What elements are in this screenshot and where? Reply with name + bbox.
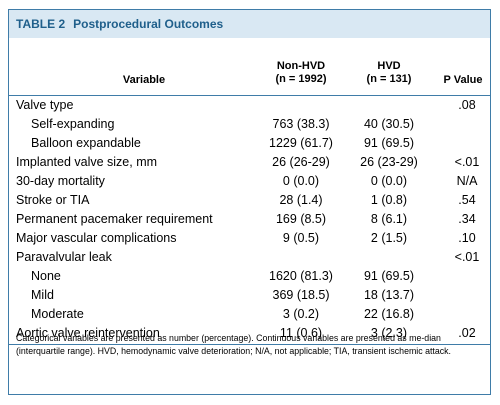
cell-p-value: .34 bbox=[458, 212, 476, 226]
cell-non-hvd: 369 (18.5) bbox=[272, 288, 330, 302]
cell-hvd: 2 (1.5) bbox=[370, 231, 408, 245]
table-row: None 1620 (81.3) 91 (69.5) bbox=[9, 267, 490, 286]
table-row: Mild 369 (18.5) 18 (13.7) bbox=[9, 286, 490, 305]
cell-non-hvd: 26 (26-29) bbox=[272, 155, 330, 169]
table-row: Aortic valve reintervention 11 (0.6) 3 (… bbox=[9, 324, 490, 343]
cell-variable: Aortic valve reintervention bbox=[16, 326, 160, 340]
cell-variable: Valve type bbox=[16, 98, 74, 112]
cell-hvd: 40 (30.5) bbox=[363, 117, 415, 131]
cell-non-hvd: 763 (38.3) bbox=[272, 117, 330, 131]
cell-variable: None bbox=[31, 269, 61, 283]
table-row: Valve type .08 bbox=[9, 96, 490, 115]
cell-p-value: N/A bbox=[456, 174, 478, 188]
table-title: Postprocedural Outcomes bbox=[73, 17, 224, 31]
cell-hvd: 1 (0.8) bbox=[370, 193, 408, 207]
table-row: Permanent pacemaker requirement 169 (8.5… bbox=[9, 210, 490, 229]
cell-variable: Stroke or TIA bbox=[16, 193, 90, 207]
header-non-hvd-label: Non-HVD bbox=[276, 60, 326, 72]
cell-variable: Mild bbox=[31, 288, 54, 302]
table-footnote: Categorical variables are presented as n… bbox=[16, 333, 451, 356]
cell-p-value: .10 bbox=[458, 231, 476, 245]
cell-hvd: 0 (0.0) bbox=[370, 174, 408, 188]
table-row: Stroke or TIA 28 (1.4) 1 (0.8) .54 bbox=[9, 191, 490, 210]
header-p-value: P Value bbox=[443, 74, 483, 86]
table-row: Implanted valve size, mm 26 (26-29) 26 (… bbox=[9, 153, 490, 172]
cell-hvd: 22 (16.8) bbox=[363, 307, 415, 321]
cell-variable: Moderate bbox=[31, 307, 84, 321]
cell-non-hvd: 0 (0.0) bbox=[282, 174, 320, 188]
cell-variable: Paravalvular leak bbox=[16, 250, 112, 264]
cell-variable: Self-expanding bbox=[31, 117, 115, 131]
header-non-hvd: Non-HVD (n = 1992) bbox=[261, 60, 341, 86]
cell-hvd: 26 (23-29) bbox=[360, 155, 418, 169]
header-hvd: HVD (n = 131) bbox=[354, 60, 424, 86]
cell-non-hvd: 3 (0.2) bbox=[282, 307, 320, 321]
table-row: Self-expanding 763 (38.3) 40 (30.5) bbox=[9, 115, 490, 134]
cell-non-hvd: 28 (1.4) bbox=[279, 193, 323, 207]
cell-p-value: .08 bbox=[458, 98, 476, 112]
cell-hvd: 91 (69.5) bbox=[363, 269, 415, 283]
cell-variable: Permanent pacemaker requirement bbox=[16, 212, 213, 226]
cell-hvd: 8 (6.1) bbox=[370, 212, 408, 226]
table-bottom-rule bbox=[9, 344, 490, 345]
table-row: Balloon expandable 1229 (61.7) 91 (69.5) bbox=[9, 134, 490, 153]
table-row: Moderate 3 (0.2) 22 (16.8) bbox=[9, 305, 490, 324]
cell-non-hvd: 1229 (61.7) bbox=[269, 136, 333, 150]
table-row: Major vascular complications 9 (0.5) 2 (… bbox=[9, 229, 490, 248]
header-variable: Variable bbox=[122, 74, 166, 86]
table-header: Variable Non-HVD (n = 1992) HVD (n = 131… bbox=[9, 38, 490, 96]
table-row: Paravalvular leak <.01 bbox=[9, 248, 490, 267]
header-hvd-count: (n = 131) bbox=[366, 73, 412, 85]
cell-variable: 30-day mortality bbox=[16, 174, 105, 188]
cell-p-value: <.01 bbox=[454, 155, 480, 169]
table-row: 30-day mortality 0 (0.0) 0 (0.0) N/A bbox=[9, 172, 490, 191]
cell-non-hvd: 169 (8.5) bbox=[275, 212, 327, 226]
cell-p-value: .02 bbox=[458, 326, 476, 340]
table-title-bar: TABLE 2 Postprocedural Outcomes bbox=[9, 10, 490, 38]
cell-p-value: <.01 bbox=[454, 250, 480, 264]
cell-variable: Balloon expandable bbox=[31, 136, 141, 150]
cell-hvd: 18 (13.7) bbox=[363, 288, 415, 302]
header-hvd-label: HVD bbox=[377, 60, 401, 72]
cell-non-hvd: 11 (0.6) bbox=[279, 326, 323, 340]
cell-hvd: 91 (69.5) bbox=[363, 136, 415, 150]
header-non-hvd-count: (n = 1992) bbox=[275, 73, 327, 85]
cell-variable: Implanted valve size, mm bbox=[16, 155, 158, 169]
cell-non-hvd: 9 (0.5) bbox=[282, 231, 320, 245]
cell-p-value: .54 bbox=[458, 193, 476, 207]
cell-variable: Major vascular complications bbox=[16, 231, 177, 245]
outcomes-table: TABLE 2 Postprocedural Outcomes Variable… bbox=[8, 9, 491, 395]
table-label: TABLE 2 bbox=[16, 17, 66, 31]
cell-non-hvd: 1620 (81.3) bbox=[269, 269, 333, 283]
cell-hvd: 3 (2.3) bbox=[370, 326, 408, 340]
